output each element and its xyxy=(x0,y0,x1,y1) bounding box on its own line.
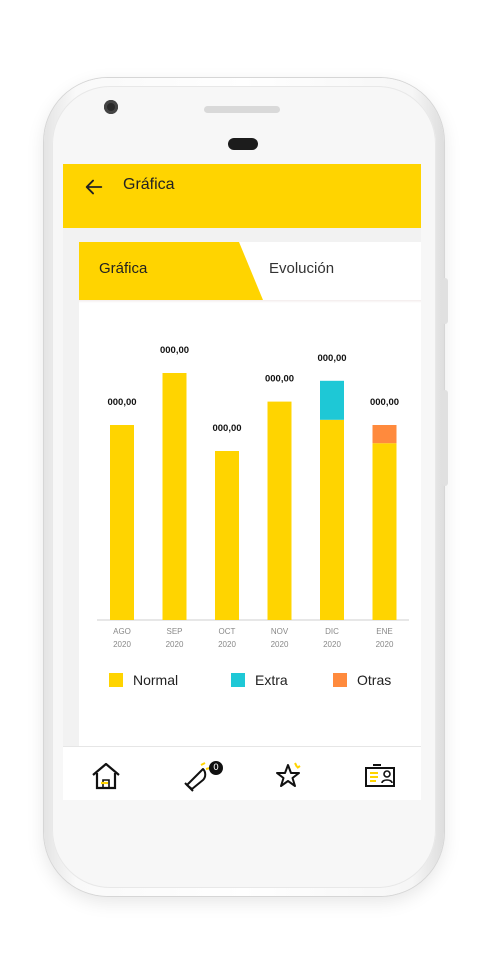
tab-grafica[interactable]: Gráfica xyxy=(79,242,263,300)
data-label-0: 000,00 xyxy=(107,397,136,408)
legend-item-extra: Extra xyxy=(231,672,288,688)
tick-label-year-1: 2020 xyxy=(166,640,184,649)
notifications-icon[interactable] xyxy=(179,759,213,793)
tick-label-month-2: OCT xyxy=(219,627,236,636)
chart-legend: Normal Extra Otras xyxy=(63,672,421,696)
tick-label-year-3: 2020 xyxy=(271,640,289,649)
bar-normal-0 xyxy=(110,425,134,620)
data-label-5: 000,00 xyxy=(370,397,399,408)
tick-label-month-1: SEP xyxy=(166,627,182,636)
tick-label-month-4: DIC xyxy=(325,627,339,636)
back-arrow-icon[interactable] xyxy=(83,176,105,198)
tick-label-year-5: 2020 xyxy=(376,640,394,649)
speaker-grille xyxy=(204,106,280,113)
tick-label-month-3: NOV xyxy=(271,627,289,636)
sensor xyxy=(228,138,258,150)
chart-card: Gráfica Evolución xyxy=(79,242,421,746)
power-button xyxy=(442,390,448,486)
bar-extra-4 xyxy=(320,380,344,420)
tab-grafica-label: Gráfica xyxy=(99,260,148,277)
tick-label-year-0: 2020 xyxy=(113,640,131,649)
app-screen: Gráfica Gráfica Evolución 000,00 AGO 2020 0… xyxy=(63,164,421,800)
legend-label-extra: Extra xyxy=(255,672,288,688)
notification-badge: 0 xyxy=(209,761,223,775)
legend-item-otras: Otras xyxy=(333,672,391,688)
bar-normal-2 xyxy=(215,451,239,620)
legend-swatch-otras xyxy=(333,673,347,687)
volume-button xyxy=(442,278,448,324)
page-title: Gráfica xyxy=(123,176,175,193)
bar-normal-5 xyxy=(372,443,397,620)
data-label-4: 000,00 xyxy=(317,353,346,364)
data-label-3: 000,00 xyxy=(265,374,294,385)
tab-evolucion[interactable]: Evolución xyxy=(269,260,335,277)
bar-chart: 000,00 AGO 2020 000,00 SEP 2020 000,00 OCT 2020 0… xyxy=(97,345,409,649)
legend-label-normal: Normal xyxy=(133,672,179,688)
home-icon[interactable] xyxy=(89,759,123,793)
profile-card-icon[interactable] xyxy=(363,759,397,793)
data-label-2: 000,00 xyxy=(212,423,241,434)
data-label-1: 000,00 xyxy=(160,345,189,356)
bar-normal-1 xyxy=(162,373,187,620)
app-bar: Gráfica xyxy=(63,164,421,228)
legend-swatch-normal xyxy=(109,673,123,687)
bottom-navigation: 0 xyxy=(63,746,421,800)
bar-otras-5 xyxy=(372,425,397,444)
front-camera xyxy=(104,100,118,114)
bar-normal-3 xyxy=(267,401,292,620)
tab-divider xyxy=(79,300,421,303)
favorites-icon[interactable] xyxy=(271,759,305,793)
legend-label-otras: Otras xyxy=(357,672,392,688)
bar-normal-4 xyxy=(320,419,344,620)
legend-item-normal: Normal xyxy=(109,672,178,688)
tick-label-year-2: 2020 xyxy=(218,640,236,649)
tick-label-month-5: ENE xyxy=(376,627,392,636)
tick-label-month-0: AGO xyxy=(113,627,131,636)
tick-label-year-4: 2020 xyxy=(323,640,341,649)
legend-swatch-extra xyxy=(231,673,245,687)
